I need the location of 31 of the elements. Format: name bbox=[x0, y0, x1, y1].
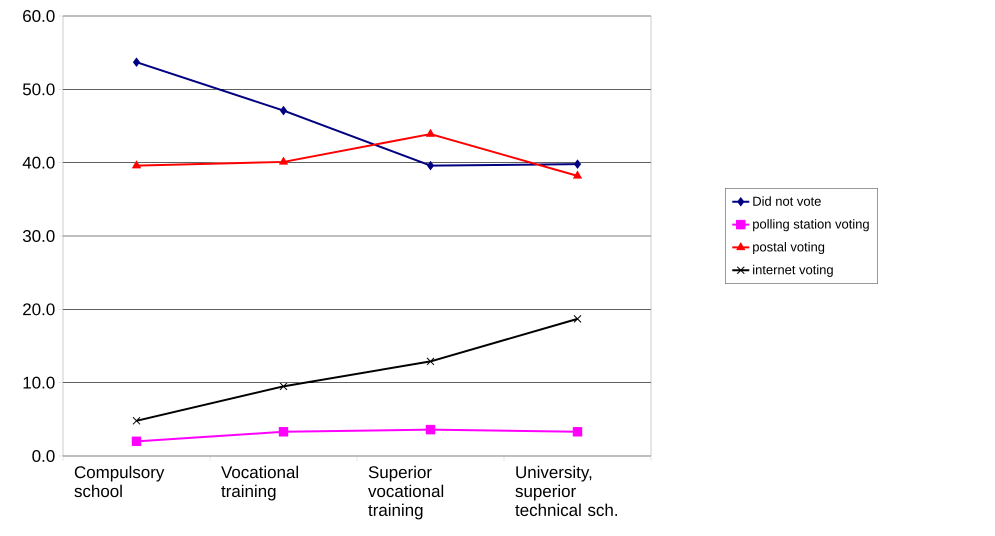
point bbox=[574, 159, 582, 169]
point bbox=[426, 160, 434, 170]
y-tick-label: 0.0 bbox=[32, 450, 55, 462]
point bbox=[132, 416, 141, 425]
y-tick-label: 10.0 bbox=[24, 376, 55, 389]
point bbox=[572, 427, 582, 437]
legend-label: postal voting bbox=[753, 242, 824, 254]
point bbox=[573, 314, 582, 323]
point bbox=[132, 160, 142, 168]
y-tick-label: 60.0 bbox=[23, 10, 55, 22]
legend-label: polling station voting bbox=[753, 219, 869, 232]
point bbox=[426, 357, 435, 366]
y-tick-label: 20.0 bbox=[23, 303, 55, 316]
x-tick-label: Compulsory school bbox=[74, 466, 164, 498]
x-tick-label: Superior vocational training bbox=[368, 466, 444, 520]
point bbox=[132, 57, 140, 67]
point bbox=[426, 128, 436, 137]
point bbox=[278, 427, 288, 437]
point bbox=[280, 106, 288, 116]
x-tick-label: University, superior technical sch. bbox=[515, 466, 617, 516]
x-tick-label: Vocational training bbox=[221, 466, 298, 500]
y-tick-label: 40.0 bbox=[22, 156, 55, 169]
point bbox=[572, 170, 582, 179]
y-tick-label: 30.0 bbox=[22, 230, 55, 242]
legend-label: Did not vote bbox=[753, 196, 821, 206]
y-tick-label: 50.0 bbox=[22, 83, 55, 96]
point bbox=[426, 424, 436, 434]
legend-label: internet voting bbox=[753, 264, 833, 277]
point bbox=[278, 156, 288, 165]
point bbox=[279, 382, 288, 390]
point bbox=[132, 436, 142, 446]
